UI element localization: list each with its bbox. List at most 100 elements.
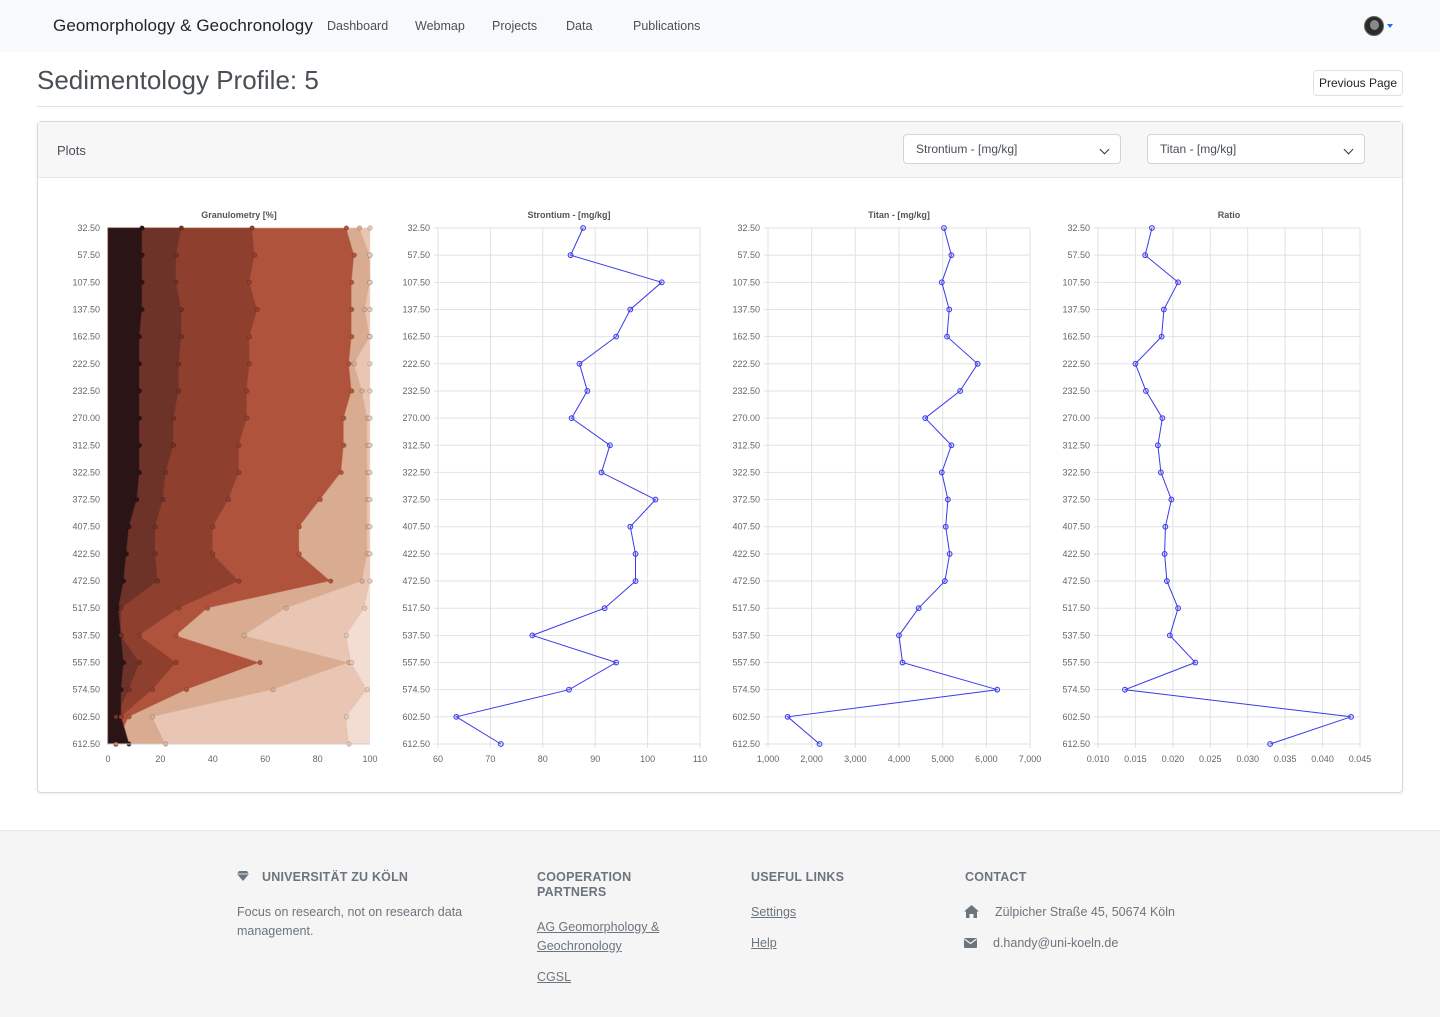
chevron-down-icon [1099,144,1110,155]
footer-link-cgsl[interactable]: CGSL [537,970,572,984]
data-point [362,306,368,313]
select-value: Strontium - [mg/kg] [916,142,1018,156]
data-point [236,578,242,584]
data-point [155,578,161,584]
nav-publications[interactable]: Publications [633,19,701,33]
data-point [1168,496,1175,503]
y-tick-label: 407.50 [1062,522,1090,532]
data-point [1142,252,1149,259]
x-tick-label: 20 [155,754,165,764]
data-point [351,361,357,367]
avatar[interactable] [1364,16,1384,36]
data-point [974,360,981,367]
data-point [149,714,156,720]
y-tick-label: 602.50 [1062,712,1090,722]
y-tick-label: 222.50 [402,359,430,369]
data-point [598,469,605,476]
y-tick-label: 574.50 [1062,685,1090,695]
data-point [948,442,955,449]
footer-link-settings[interactable]: Settings [751,905,797,919]
data-point [580,225,587,231]
nav-webmap[interactable]: Webmap [415,19,465,33]
x-tick-label: 0.025 [1199,754,1222,764]
data-point [1166,632,1173,639]
chevron-down-icon[interactable] [1387,24,1393,28]
x-tick-label: 60 [433,754,443,764]
data-point [160,496,166,503]
x-tick-label: 80 [538,754,548,764]
data-point [948,252,955,259]
y-tick-label: 574.50 [72,685,100,695]
data-point [210,551,216,557]
data-point [1148,225,1155,231]
data-point [632,578,639,584]
x-tick-label: 3,000 [844,754,867,764]
navbar: Geomorphology & Geochronology Dashboard … [0,0,1440,52]
nav-projects[interactable]: Projects [492,19,538,33]
nav-data[interactable]: Data [566,19,593,33]
data-point [367,252,373,258]
data-point [349,388,355,394]
y-tick-label: 322.50 [402,467,430,477]
data-point [915,605,922,612]
footer: UNIVERSITÄT ZU KÖLN Focus on research, n… [0,830,1440,1017]
y-tick-label: 312.50 [732,440,760,450]
data-point [296,524,302,530]
data-point [121,578,127,584]
select-value: Titan - [mg/kg] [1160,142,1237,156]
y-tick-label: 517.50 [732,603,760,613]
data-point [252,252,258,258]
footer-address: Zülpicher Straße 45, 50674 Köln [995,905,1175,919]
nav-dashboard[interactable]: Dashboard [327,19,389,33]
previous-page-button[interactable]: Previous Page [1313,70,1403,96]
data-point [1157,469,1164,476]
footer-link-ag[interactable]: AG Geomorphology & Geochronology [537,920,660,953]
data-point [249,225,255,231]
parameter-2-select[interactable]: Titan - [mg/kg] [1147,134,1365,164]
y-tick-label: 472.50 [402,576,430,586]
data-point [627,306,634,313]
x-tick-label: 70 [485,754,495,764]
data-point [236,442,242,448]
y-tick-label: 537.50 [402,630,430,640]
data-point [946,306,953,313]
data-point [938,469,945,476]
data-point [367,225,373,231]
parameter-1-select[interactable]: Strontium - [mg/kg] [903,134,1121,164]
y-tick-label: 57.50 [737,250,760,260]
footer-uni-heading: UNIVERSITÄT ZU KÖLN [262,870,409,884]
data-point [356,225,363,231]
home-icon [964,905,979,918]
brand[interactable]: Geomorphology & Geochronology [53,16,313,35]
y-tick-label: 57.50 [77,250,100,260]
y-tick-label: 612.50 [732,739,760,749]
footer-links-heading: USEFUL LINKS [751,870,845,884]
y-tick-label: 32.50 [1067,223,1090,233]
data-point [367,334,373,340]
card-title: Plots [57,143,86,158]
footer-link-help[interactable]: Help [751,936,777,950]
y-tick-label: 612.50 [402,739,430,749]
y-tick-label: 107.50 [402,277,430,287]
data-point [136,442,143,448]
x-tick-label: 0.030 [1236,754,1259,764]
chart-title: Strontium - [mg/kg] [528,210,611,220]
data-point [994,686,1001,693]
strontium-chart: Strontium - [mg/kg] 32.50 57.50 107.50 137.5… [402,210,707,764]
data-point [152,524,158,530]
data-point [136,659,143,666]
y-tick-label: 602.50 [732,712,760,722]
data-point [170,415,177,421]
data-point [176,388,182,394]
y-tick-label: 372.50 [1062,495,1090,505]
data-point [367,496,373,503]
data-point [1132,360,1139,367]
page-title: Sedimentology Profile: 5 [37,65,319,95]
data-point [1154,442,1161,449]
data-point [183,687,190,693]
data-point [126,687,132,693]
data-point [241,632,247,638]
y-tick-label: 537.50 [732,630,760,640]
series-line [1124,227,1352,745]
data-point [652,496,659,503]
